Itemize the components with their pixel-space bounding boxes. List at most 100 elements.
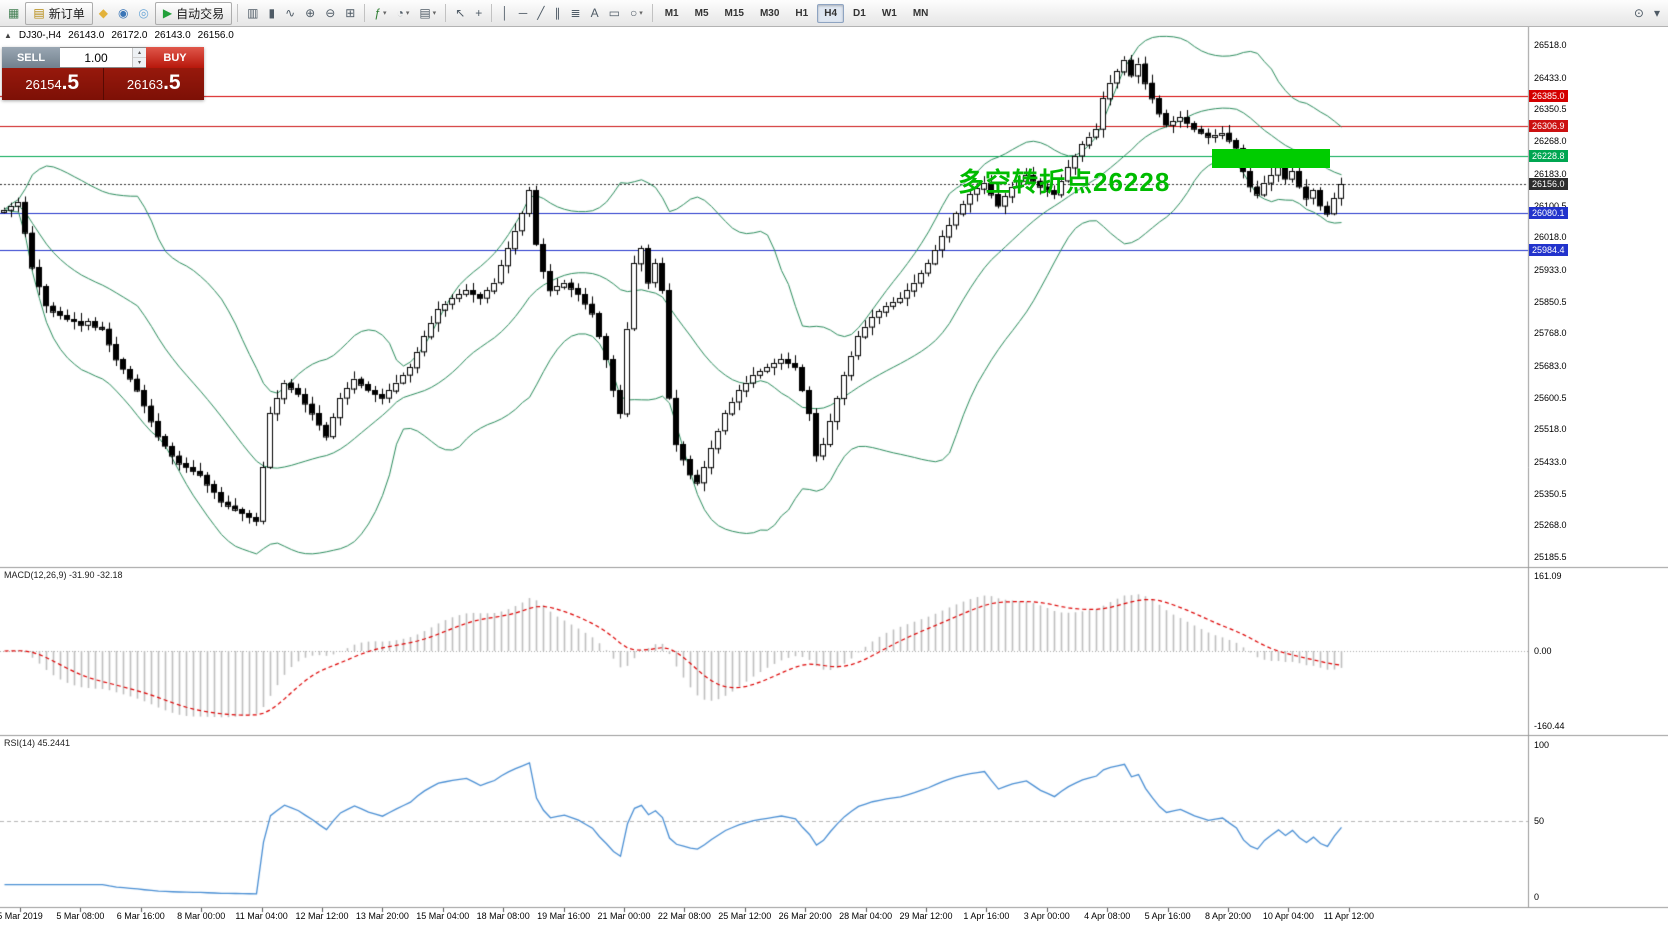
turning-point-annotation: 多空转折点26228 — [958, 167, 1171, 198]
time-axis-label: 19 Mar 16:00 — [537, 911, 591, 921]
equidistant-channel-icon: ∥ — [554, 6, 561, 20]
macd-axis-tick: -160.44 — [1534, 720, 1565, 731]
sell-price-display[interactable]: 26154.5 — [2, 68, 104, 100]
indicators-list-icon[interactable]: ƒ ▾ — [370, 2, 390, 25]
price-axis-tick: 25433.0 — [1534, 457, 1567, 468]
sell-button[interactable]: SELL — [2, 47, 60, 68]
buy-price-display[interactable]: 26163.5 — [103, 68, 204, 100]
rsi-axis-tick: 50 — [1534, 816, 1545, 826]
sell-price-pips: .5 — [61, 71, 80, 94]
toolbar-separator — [445, 4, 447, 22]
support-level-26080: 26080.1 — [1529, 207, 1568, 220]
bar-chart-icon: ▥ — [247, 6, 259, 20]
price-axis-tick: 26433.0 — [1534, 72, 1567, 83]
chart-header: ▲ DJ30-,H4 26143.0 26172.0 26143.0 26156… — [4, 30, 234, 41]
oct-collapse-icon[interactable]: ▲ — [4, 31, 12, 40]
tile-windows-icon[interactable]: ⊞ — [341, 2, 359, 25]
rsi-axis-tick: 100 — [1534, 740, 1550, 750]
periods-icon: ◔ — [396, 6, 404, 20]
vertical-line-icon: │ — [501, 6, 509, 20]
zoom-out-icon: ⊖ — [325, 6, 336, 20]
data-window-icon: ◎ — [138, 6, 149, 20]
dropdown-arrow-icon: ▾ — [432, 10, 437, 17]
crosshair-icon[interactable]: + — [471, 2, 486, 25]
bar-chart-icon[interactable]: ▥ — [243, 2, 262, 25]
timeframe-d1-button[interactable]: D1 — [853, 7, 866, 19]
volume-up-button[interactable]: ▴ — [133, 48, 146, 57]
price-axis-tick: 25185.5 — [1534, 552, 1567, 563]
time-axis-label: 5 Apr 16:00 — [1144, 911, 1191, 921]
time-axis-label: 22 Mar 08:00 — [657, 911, 711, 921]
text-label-icon[interactable]: ▭ — [605, 2, 624, 25]
timeframe-m5-button[interactable]: M5 — [694, 7, 709, 19]
price-axis-tick: 26268.0 — [1534, 136, 1567, 147]
chart-canvas[interactable] — [0, 27, 1668, 949]
line-chart-icon: ∿ — [285, 6, 296, 20]
trendline-icon: ╱ — [537, 6, 545, 20]
data-window-icon[interactable]: ◎ — [134, 2, 152, 25]
volume-box: 1.00 ▴ ▾ — [60, 47, 146, 68]
arrows-icon: ○ — [629, 6, 638, 20]
chart-window-icon: ▦ — [8, 6, 20, 20]
autotrading-button-label: 自动交易 — [176, 6, 225, 21]
resistance-level-26385: 26385.0 — [1529, 90, 1568, 103]
search-icon[interactable]: ⊙ — [1630, 2, 1648, 25]
timeframe-h1-button[interactable]: H1 — [795, 7, 809, 19]
timeframe-w1-button[interactable]: W1 — [881, 7, 897, 19]
time-axis-label: 5 Mar 2019 — [0, 911, 43, 921]
vertical-line-icon[interactable]: │ — [497, 2, 513, 25]
timeframe-m15-button[interactable]: M15 — [724, 7, 744, 19]
toolbar-separator — [651, 4, 653, 22]
time-axis-label: 5 Mar 08:00 — [56, 911, 105, 921]
macd-indicator-label: MACD(12,26,9) -31.90 -32.18 — [4, 570, 123, 580]
time-axis-label: 8 Mar 00:00 — [177, 911, 226, 921]
sell-price-main: 26154 — [25, 77, 62, 92]
cursor-icon: ↖ — [455, 6, 466, 20]
price-axis-tick: 26018.0 — [1534, 232, 1567, 243]
periods-icon[interactable]: ◔ ▾ — [393, 2, 414, 25]
time-axis-label: 13 Mar 20:00 — [355, 911, 409, 921]
buy-price-pips: .5 — [163, 71, 181, 94]
timeframe-m1-button[interactable]: M1 — [664, 7, 679, 19]
timeframe-m30-button[interactable]: M30 — [759, 7, 780, 19]
market-watch-icon[interactable]: ◉ — [114, 2, 132, 25]
horizontal-line-icon[interactable]: ─ — [515, 2, 532, 25]
autotrading-button[interactable]: ▶ 自动交易 — [154, 1, 233, 25]
zoom-out-icon[interactable]: ⊖ — [321, 2, 339, 25]
autotrading-icon: ▶ — [162, 6, 173, 20]
candlestick-chart-icon: ▮ — [268, 6, 276, 20]
market-watch-icon: ◉ — [117, 6, 129, 20]
price-axis-tick: 25518.0 — [1534, 424, 1567, 435]
equidistant-channel-icon[interactable]: ∥ — [551, 2, 565, 25]
dropdown-arrow-icon: ▾ — [383, 10, 387, 17]
chart-window-icon[interactable]: ▦ — [4, 2, 23, 25]
time-axis-label: 26 Mar 20:00 — [778, 911, 832, 921]
new-order-icon: ▤ — [33, 6, 45, 20]
favorites-icon[interactable]: ◆ — [95, 2, 112, 25]
macd-axis-tick: 0.00 — [1534, 646, 1552, 656]
volume-input[interactable]: 1.00 — [84, 50, 108, 65]
toolbar-separator — [491, 4, 493, 22]
cursor-icon[interactable]: ↖ — [451, 2, 469, 25]
buy-button[interactable]: BUY — [146, 47, 204, 68]
volume-down-button[interactable]: ▾ — [133, 57, 146, 67]
templates-icon[interactable]: ▤ ▾ — [415, 2, 440, 25]
timeframe-mn-button[interactable]: MN — [912, 7, 929, 19]
price-axis-tick: 25933.0 — [1534, 264, 1567, 275]
chart-area: ▲ DJ30-,H4 26143.0 26172.0 26143.0 26156… — [0, 27, 1668, 949]
new-order-button[interactable]: ▤ 新订单 — [25, 1, 93, 25]
arrows-icon[interactable]: ○ ▾ — [626, 2, 647, 25]
toolbar-separator — [237, 4, 239, 22]
time-axis-label: 4 Apr 08:00 — [1084, 911, 1131, 921]
line-chart-icon[interactable]: ∿ — [281, 2, 299, 25]
trendline-icon[interactable]: ╱ — [533, 2, 548, 25]
time-axis-label: 10 Apr 04:00 — [1262, 911, 1314, 921]
zoom-in-icon[interactable]: ⊕ — [301, 2, 319, 25]
toolbar-more-icon[interactable]: ▾ — [1650, 2, 1664, 25]
fibonacci-icon[interactable]: ≣ — [567, 2, 585, 25]
price-axis-tick: 25600.5 — [1534, 392, 1567, 403]
timeframe-h4-button[interactable]: H4 — [817, 3, 845, 23]
candlestick-chart-icon[interactable]: ▮ — [265, 2, 280, 25]
text-icon[interactable]: A — [587, 2, 603, 25]
one-click-trading-panel: SELL 1.00 ▴ ▾ BUY 26154.5 26163.5 — [2, 47, 204, 100]
